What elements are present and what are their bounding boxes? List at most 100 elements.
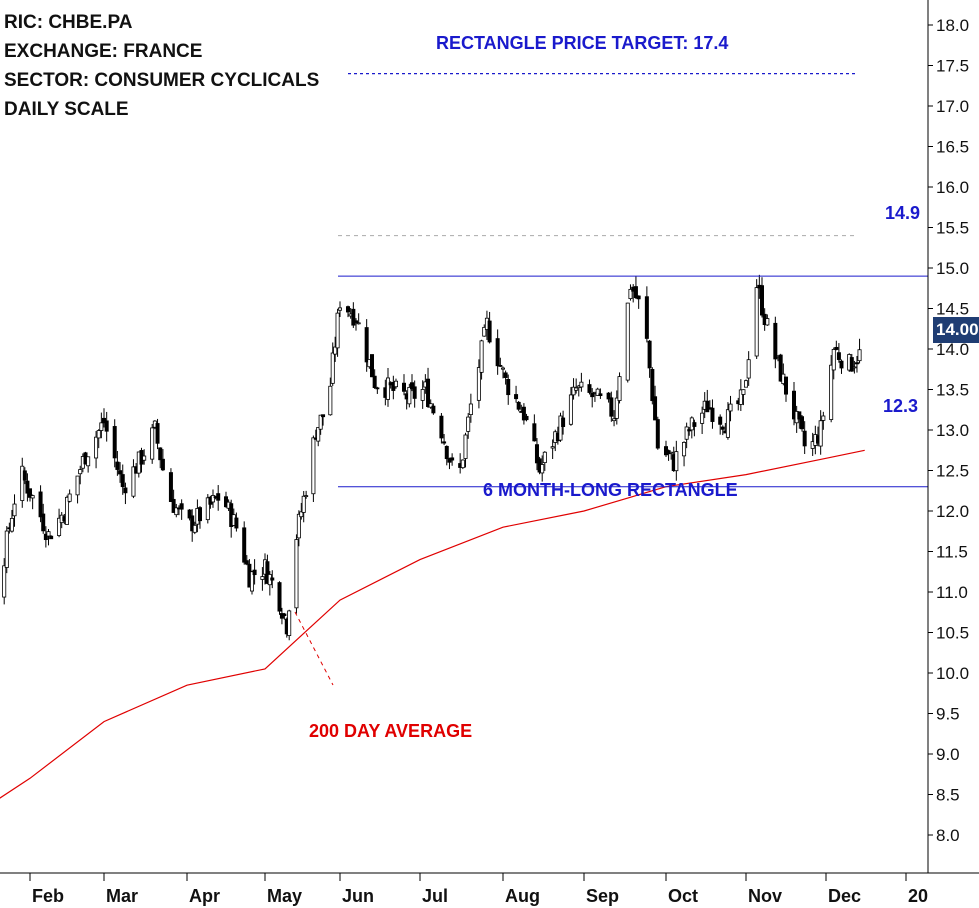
candle-body xyxy=(802,430,807,447)
candle xyxy=(67,489,72,503)
candle xyxy=(407,383,412,408)
candle-body xyxy=(692,422,697,427)
candle-body xyxy=(27,488,32,498)
candle xyxy=(46,529,51,546)
candle xyxy=(2,558,7,605)
candle xyxy=(754,279,759,359)
candle-body xyxy=(30,495,35,499)
candle xyxy=(617,372,622,404)
candle xyxy=(304,490,309,499)
candle xyxy=(160,449,165,472)
candle-body xyxy=(516,401,521,410)
candle-body xyxy=(857,349,862,362)
y-tick-label: 10.0 xyxy=(936,664,969,683)
candle-body xyxy=(428,403,433,408)
candle-body xyxy=(792,390,797,420)
candle xyxy=(267,571,272,596)
candle xyxy=(760,277,765,318)
candle xyxy=(318,414,323,435)
candle xyxy=(120,464,125,495)
candle xyxy=(644,286,649,343)
candle-body xyxy=(294,539,299,609)
candle-body xyxy=(187,509,192,519)
x-tick-label: May xyxy=(267,886,302,906)
candle xyxy=(287,609,292,641)
candle-body xyxy=(115,461,120,470)
candle-body xyxy=(797,411,802,420)
candle xyxy=(647,339,652,378)
candle-body xyxy=(439,415,444,439)
candle-body xyxy=(647,340,652,369)
candle-body xyxy=(304,495,309,498)
candle xyxy=(612,410,617,427)
candle-body xyxy=(20,465,25,501)
candle-body xyxy=(532,423,537,442)
candle-body xyxy=(653,396,658,421)
candle-body xyxy=(534,444,539,464)
candle xyxy=(296,510,301,547)
candle-body xyxy=(412,386,417,399)
candle-body xyxy=(558,415,563,441)
candle-body xyxy=(86,456,91,467)
candle xyxy=(542,451,547,471)
candle xyxy=(718,414,723,435)
candle-body xyxy=(460,459,465,469)
candle-body xyxy=(205,497,210,521)
candle xyxy=(540,455,545,482)
candle xyxy=(99,412,104,439)
candle xyxy=(568,387,573,426)
candle-body xyxy=(700,412,705,424)
candle-body xyxy=(498,364,503,367)
candle xyxy=(426,367,431,408)
candle-body xyxy=(407,386,412,405)
candle xyxy=(636,295,641,309)
candle xyxy=(75,475,80,504)
candle xyxy=(692,419,697,437)
candle-body xyxy=(197,507,202,522)
candle xyxy=(428,399,433,409)
exchange-label: EXCHANGE: FRANCE xyxy=(4,41,203,62)
candle xyxy=(450,453,455,466)
candle xyxy=(168,468,173,502)
candle-body xyxy=(260,576,265,580)
candle xyxy=(558,412,563,442)
candle xyxy=(653,385,658,421)
candle xyxy=(468,393,473,423)
candle-body xyxy=(369,354,374,378)
candle-body xyxy=(174,507,179,516)
candle-body xyxy=(482,326,487,337)
candle xyxy=(205,494,210,524)
candle xyxy=(94,431,99,469)
candle xyxy=(9,509,14,533)
candle-body xyxy=(590,392,595,398)
rectangle-annotation: 6 MONTH-LONG RECTANGLE xyxy=(483,480,738,500)
candle-body xyxy=(479,340,484,373)
candle xyxy=(234,512,239,532)
candle xyxy=(728,395,733,422)
candle xyxy=(614,390,619,425)
candle-body xyxy=(561,417,566,427)
candle-body xyxy=(765,318,770,326)
candle xyxy=(20,457,25,508)
candle-body xyxy=(684,426,689,440)
candle-body xyxy=(466,416,471,432)
scale-label: DAILY SCALE xyxy=(4,99,129,120)
x-tick-label: Sep xyxy=(586,886,619,906)
candle-body xyxy=(150,427,155,460)
candle-body xyxy=(46,531,51,537)
candle xyxy=(294,534,299,614)
candle-body xyxy=(754,287,759,357)
candle xyxy=(821,411,826,430)
candle xyxy=(112,419,117,468)
candle xyxy=(725,402,730,440)
candle xyxy=(506,374,511,405)
candle-body xyxy=(612,418,617,422)
x-tick-label: Mar xyxy=(106,886,138,906)
candle xyxy=(345,305,350,318)
candle xyxy=(38,485,43,523)
candle-body xyxy=(420,389,425,401)
candle-body xyxy=(242,527,247,563)
candle xyxy=(778,353,783,382)
candle-body xyxy=(372,375,377,388)
candle-body xyxy=(617,376,622,401)
